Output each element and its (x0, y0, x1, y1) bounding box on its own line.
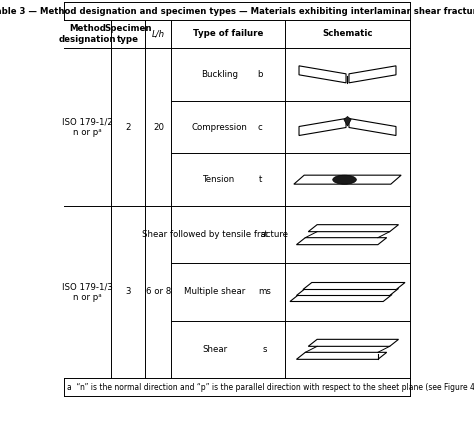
Ellipse shape (333, 175, 356, 184)
Text: Table 3 — Method designation and specimen types — Materials exhibiting interlami: Table 3 — Method designation and specime… (0, 7, 474, 16)
Polygon shape (299, 66, 346, 83)
Polygon shape (303, 283, 405, 290)
Text: st: st (261, 230, 269, 239)
Text: Tension: Tension (203, 175, 236, 184)
Text: c: c (258, 122, 263, 132)
Polygon shape (349, 66, 396, 83)
Polygon shape (349, 118, 396, 135)
Polygon shape (308, 225, 399, 232)
Text: Buckling: Buckling (201, 70, 238, 79)
Polygon shape (296, 288, 399, 295)
Text: Method
designation: Method designation (59, 24, 117, 44)
Text: 6 or 8: 6 or 8 (146, 287, 171, 296)
Text: 3: 3 (126, 287, 131, 296)
Polygon shape (344, 117, 351, 126)
Text: Shear: Shear (202, 345, 227, 354)
Text: Specimen
type: Specimen type (104, 24, 152, 44)
Text: 2: 2 (126, 122, 131, 132)
Bar (64, 20, 410, 48)
Text: Multiple shear: Multiple shear (184, 287, 246, 296)
Text: ms: ms (258, 287, 271, 296)
Polygon shape (296, 352, 387, 359)
Polygon shape (296, 238, 387, 245)
Text: Type of failure: Type of failure (193, 29, 264, 39)
Text: t: t (259, 175, 262, 184)
Polygon shape (290, 295, 392, 302)
Polygon shape (294, 175, 401, 184)
Polygon shape (299, 118, 346, 135)
Bar (64, 378, 410, 396)
Text: Shear followed by tensile fracture: Shear followed by tensile fracture (142, 230, 288, 239)
Text: ISO 179-1/3
n or pᵃ: ISO 179-1/3 n or pᵃ (62, 282, 113, 302)
Bar (64, 48, 410, 206)
Text: ISO 179-1/2
n or pᵃ: ISO 179-1/2 n or pᵃ (62, 117, 113, 137)
Text: Schematic: Schematic (322, 29, 373, 39)
Bar (64, 2, 410, 20)
Polygon shape (308, 340, 399, 346)
Text: Compression: Compression (191, 122, 247, 132)
Text: s: s (263, 345, 267, 354)
Bar (64, 206, 410, 378)
Text: 20: 20 (153, 122, 164, 132)
Text: L/h: L/h (152, 29, 165, 39)
Text: a  “n” is the normal direction and “p” is the parallel direction with respect to: a “n” is the normal direction and “p” is… (67, 383, 474, 392)
Text: b: b (257, 70, 263, 79)
